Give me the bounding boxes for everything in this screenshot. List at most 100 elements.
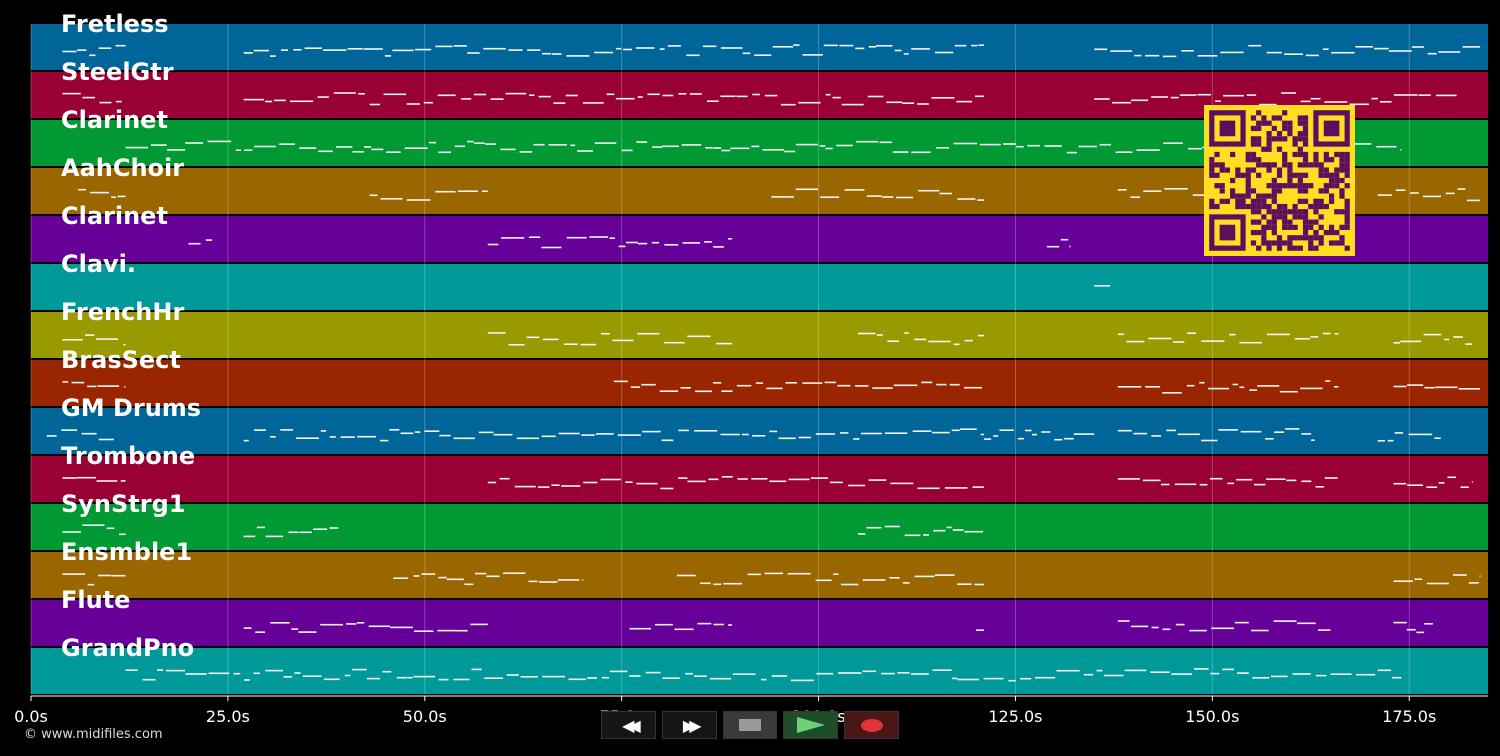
note xyxy=(766,387,783,390)
qr-module xyxy=(1292,224,1298,230)
qr-module xyxy=(1261,193,1267,199)
qr-module xyxy=(1271,229,1277,236)
note xyxy=(383,93,407,96)
qr-module xyxy=(1282,120,1288,126)
note xyxy=(428,141,437,144)
note xyxy=(1435,386,1458,389)
stop-button[interactable] xyxy=(722,711,778,739)
track-label: Trombone xyxy=(61,442,195,470)
note xyxy=(609,670,628,673)
qr-module xyxy=(1334,167,1340,173)
note xyxy=(798,101,821,104)
note xyxy=(1394,432,1404,434)
note xyxy=(538,95,551,98)
note xyxy=(265,669,283,672)
note xyxy=(415,48,432,51)
note xyxy=(884,525,900,528)
note xyxy=(795,143,818,146)
note xyxy=(1310,97,1321,100)
qr-finder-eye xyxy=(1323,120,1340,137)
qr-module xyxy=(1302,172,1309,178)
note xyxy=(771,675,788,677)
qr-module xyxy=(1250,136,1257,142)
qr-module xyxy=(1344,214,1350,220)
qr-module xyxy=(1287,235,1293,241)
note xyxy=(802,382,823,384)
qr-module xyxy=(1271,188,1277,194)
note xyxy=(1134,54,1142,57)
qr-module xyxy=(1302,235,1309,241)
qr-module xyxy=(1313,209,1319,215)
note xyxy=(617,434,641,436)
note xyxy=(506,674,519,676)
note xyxy=(1174,483,1197,486)
note xyxy=(464,583,474,586)
qr-module xyxy=(1235,193,1241,199)
note xyxy=(1209,477,1223,480)
note xyxy=(911,48,930,50)
note xyxy=(1377,194,1392,196)
note xyxy=(1388,50,1412,52)
note xyxy=(1393,385,1407,388)
note xyxy=(678,477,688,479)
note xyxy=(741,433,749,436)
note xyxy=(99,101,112,104)
note xyxy=(928,340,951,343)
note xyxy=(912,430,932,432)
qr-module xyxy=(1308,203,1314,210)
note xyxy=(1222,668,1235,671)
qr-module xyxy=(1219,188,1225,194)
note xyxy=(837,384,851,387)
note xyxy=(1322,48,1329,50)
note xyxy=(1259,103,1277,106)
qr-module xyxy=(1261,146,1267,152)
note xyxy=(881,672,895,675)
note xyxy=(1044,145,1062,147)
play-button[interactable] xyxy=(783,711,839,739)
note xyxy=(1325,380,1331,382)
note xyxy=(1379,101,1392,103)
note xyxy=(438,151,452,154)
note xyxy=(1438,482,1445,484)
note xyxy=(862,579,886,581)
record-icon xyxy=(860,718,883,732)
qr-module xyxy=(1318,162,1324,168)
qr-module xyxy=(1292,214,1298,220)
note xyxy=(473,93,487,96)
note xyxy=(841,103,864,106)
note xyxy=(862,670,877,673)
note xyxy=(393,577,409,579)
note xyxy=(1434,437,1441,439)
qr-module xyxy=(1287,240,1293,246)
note xyxy=(243,535,256,538)
note xyxy=(636,141,648,143)
note xyxy=(678,93,687,95)
note xyxy=(346,623,357,625)
record-button[interactable] xyxy=(844,711,899,739)
note xyxy=(721,390,733,392)
note xyxy=(115,44,126,47)
track-label: Clarinet xyxy=(61,202,168,230)
track-label: AahChoir xyxy=(61,154,184,182)
qr-module xyxy=(1339,209,1345,215)
note xyxy=(1197,93,1211,96)
note xyxy=(563,343,578,345)
note xyxy=(637,96,643,98)
qr-module xyxy=(1219,183,1225,189)
qr-module xyxy=(1282,203,1288,210)
qr-module xyxy=(1308,183,1314,189)
note xyxy=(439,434,451,437)
note xyxy=(742,52,751,55)
note xyxy=(1479,575,1481,577)
note xyxy=(1179,94,1197,96)
note xyxy=(647,93,660,96)
qr-module xyxy=(1318,172,1324,178)
qr-module xyxy=(1271,136,1277,142)
note xyxy=(979,143,1001,146)
note xyxy=(487,332,506,334)
note xyxy=(1324,101,1348,103)
note xyxy=(662,94,674,97)
rewind-button[interactable]: ◀◀ xyxy=(601,711,656,739)
fast-forward-button[interactable]: ▶▶ xyxy=(661,711,717,739)
note xyxy=(1423,333,1442,336)
